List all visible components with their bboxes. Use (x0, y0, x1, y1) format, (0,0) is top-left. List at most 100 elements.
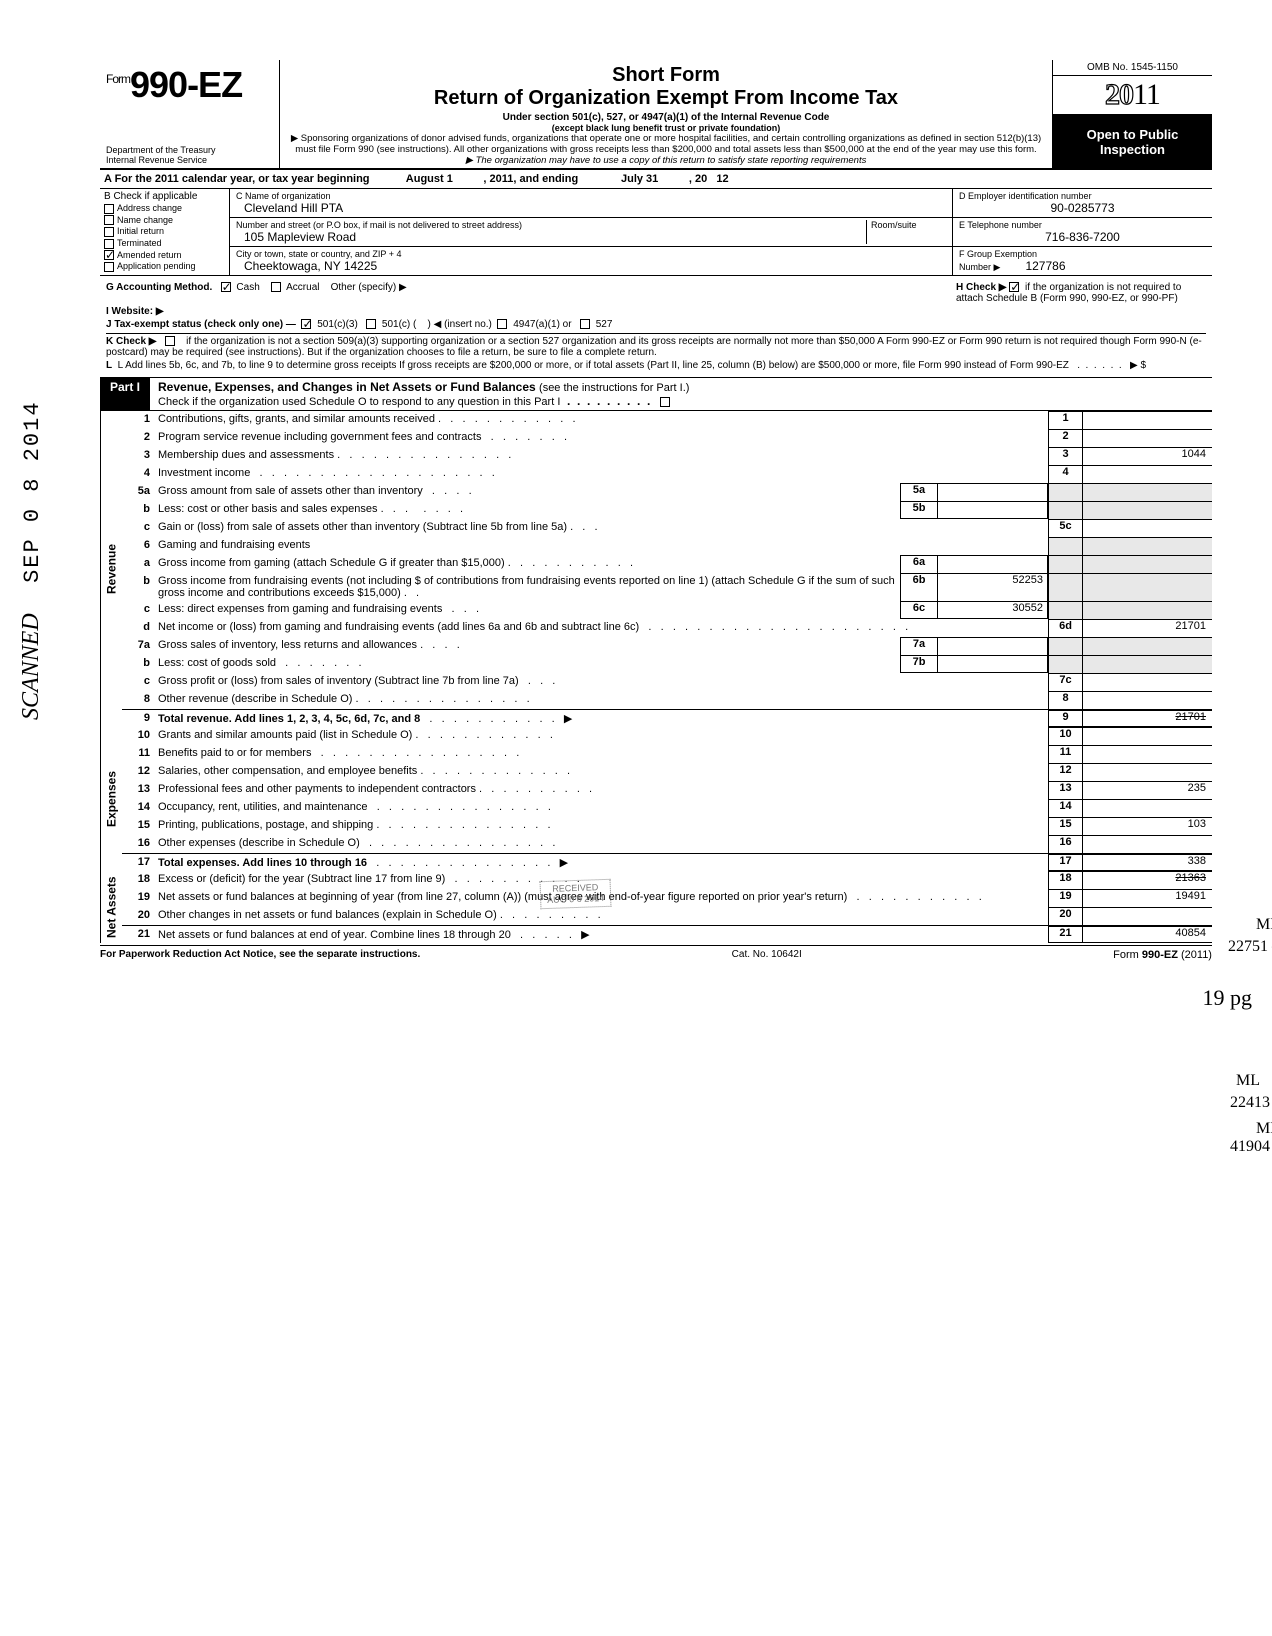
footer-cat: Cat. No. 10642I (732, 949, 802, 961)
ln6c-midval: 30552 (938, 601, 1048, 619)
open-line2: Inspection (1055, 142, 1210, 157)
ln5c-val (1082, 519, 1212, 537)
ein-label: D Employer identification number (959, 191, 1092, 201)
omb-number: OMB No. 1545-1150 (1053, 60, 1212, 76)
hand-18: 22413 (1230, 1094, 1270, 1112)
ln5a-num: 5a (122, 483, 156, 501)
form-prefix: Form (106, 72, 130, 86)
ln8-num: 8 (122, 691, 156, 709)
ln17-rnum: 17 (1048, 854, 1082, 871)
ln7b-desc: Less: cost of goods sold (158, 657, 276, 669)
chk-initial[interactable]: Initial return (104, 226, 225, 237)
ln8-val (1082, 691, 1212, 709)
ln2-val (1082, 429, 1212, 447)
ln10-rnum: 10 (1048, 727, 1082, 745)
ln8-rnum: 8 (1048, 691, 1082, 709)
ln6a-midval (938, 555, 1048, 573)
chk-501c[interactable] (366, 319, 376, 329)
ln1-desc: Contributions, gifts, grants, and simila… (158, 413, 435, 425)
ln11-num: 11 (122, 745, 156, 763)
ln14-num: 14 (122, 799, 156, 817)
ln19-desc: Net assets or fund balances at beginning… (158, 891, 847, 903)
accrual-label: Accrual (286, 282, 319, 293)
ln6c-val (1082, 601, 1212, 619)
rowL-text: L Add lines 5b, 6c, and 7b, to line 9 to… (118, 360, 1069, 371)
part1-lines: Revenue 1Contributions, gifts, grants, a… (100, 411, 1212, 943)
ln16-rnum: 16 (1048, 835, 1082, 853)
footer-left: For Paperwork Reduction Act Notice, see … (100, 949, 420, 961)
chk-h[interactable] (1009, 282, 1019, 292)
part1-check: Check if the organization used Schedule … (158, 396, 560, 408)
ln17-desc: Total expenses. Add lines 10 through 16 (158, 857, 367, 869)
street-value: 105 Mapleview Road (244, 230, 866, 244)
ln6b-val (1082, 573, 1212, 601)
ln2-rnum: 2 (1048, 429, 1082, 447)
j-501c: 501(c) ( (382, 319, 416, 330)
ln10-val (1082, 727, 1212, 745)
ln6-rnum (1048, 537, 1082, 555)
ln5c-desc: Gain or (loss) from sale of assets other… (158, 521, 567, 533)
chk-501c3[interactable] (301, 319, 311, 329)
chk-amended[interactable]: Amended return (104, 250, 225, 261)
ein-value: 90-0285773 (959, 201, 1206, 215)
ln6a-desc: Gross income from gaming (attach Schedul… (158, 557, 505, 569)
ln12-rnum: 12 (1048, 763, 1082, 781)
ln8-desc: Other revenue (describe in Schedule O) (158, 693, 352, 705)
rowA-prefix: A For the 2011 calendar year, or tax yea… (104, 173, 370, 185)
rowA-mid: , 2011, and ending (483, 173, 578, 185)
title-shortform: Short Form (288, 64, 1044, 87)
ln10-desc: Grants and similar amounts paid (list in… (158, 729, 412, 741)
open-to-public: Open to Public Inspection (1053, 115, 1212, 168)
hand-17: ML (1236, 1072, 1260, 1090)
ln15-desc: Printing, publications, postage, and shi… (158, 819, 373, 831)
bf-grid: B Check if applicable Address change Nam… (100, 189, 1212, 276)
ln6-desc: Gaming and fundraising events (158, 539, 310, 551)
ln12-val (1082, 763, 1212, 781)
rows-gl: G Accounting Method. Cash Accrual Other … (100, 276, 1212, 377)
ln6c-desc: Less: direct expenses from gaming and fu… (158, 603, 442, 615)
received-stamp: RECEIVED AUG 0 6 2014 (540, 879, 612, 909)
chk-accrual[interactable] (271, 282, 281, 292)
ln11-rnum: 11 (1048, 745, 1082, 763)
hand-9: 22751 – (1228, 938, 1272, 956)
open-line1: Open to Public (1055, 127, 1210, 142)
ln5a-midval (938, 483, 1048, 501)
rowH-label: H Check ▶ (956, 282, 1006, 293)
ln20-rnum: 20 (1048, 907, 1082, 925)
maycopy-text: ▶ The organization may have to use a cop… (288, 155, 1044, 166)
ln6c-mid: 6c (900, 601, 938, 619)
ln13-rnum: 13 (1048, 781, 1082, 799)
ln12-num: 12 (122, 763, 156, 781)
ln9-num: 9 (122, 710, 156, 727)
ln7b-rnum (1048, 655, 1082, 673)
hand-9-initial: ML (1256, 916, 1272, 934)
header-mid: Short Form Return of Organization Exempt… (280, 60, 1052, 168)
rowA-begin: August 1 (406, 173, 453, 185)
ln6b-midval: 52253 (938, 573, 1048, 601)
title-return: Return of Organization Exempt From Incom… (288, 87, 1044, 110)
chk-4947[interactable] (497, 319, 507, 329)
chk-527[interactable] (580, 319, 590, 329)
ln20-val (1082, 907, 1212, 925)
ln3-desc: Membership dues and assessments (158, 449, 334, 461)
ln5b-rnum (1048, 501, 1082, 519)
ln3-rnum: 3 (1048, 447, 1082, 465)
ln1-rnum: 1 (1048, 411, 1082, 429)
form-header: Form990-EZ Department of the Treasury In… (100, 60, 1212, 170)
chk-address[interactable]: Address change (104, 203, 225, 214)
chk-part1[interactable] (660, 397, 670, 407)
ln7c-desc: Gross profit or (loss) from sales of inv… (158, 675, 519, 687)
phone-label: E Telephone number (959, 220, 1042, 230)
chk-cash[interactable] (221, 282, 231, 292)
ln5c-num: c (122, 519, 156, 537)
chk-name[interactable]: Name change (104, 215, 225, 226)
street-label: Number and street (or P.O box, if mail i… (236, 220, 866, 230)
ln15-rnum: 15 (1048, 817, 1082, 835)
ln1-num: 1 (122, 411, 156, 429)
ln5a-mid: 5a (900, 483, 938, 501)
ln6b-mid: 6b (900, 573, 938, 601)
chk-terminated[interactable]: Terminated (104, 238, 225, 249)
chk-k[interactable] (165, 336, 175, 346)
ln16-desc: Other expenses (describe in Schedule O) (158, 837, 360, 849)
chk-pending[interactable]: Application pending (104, 261, 225, 272)
